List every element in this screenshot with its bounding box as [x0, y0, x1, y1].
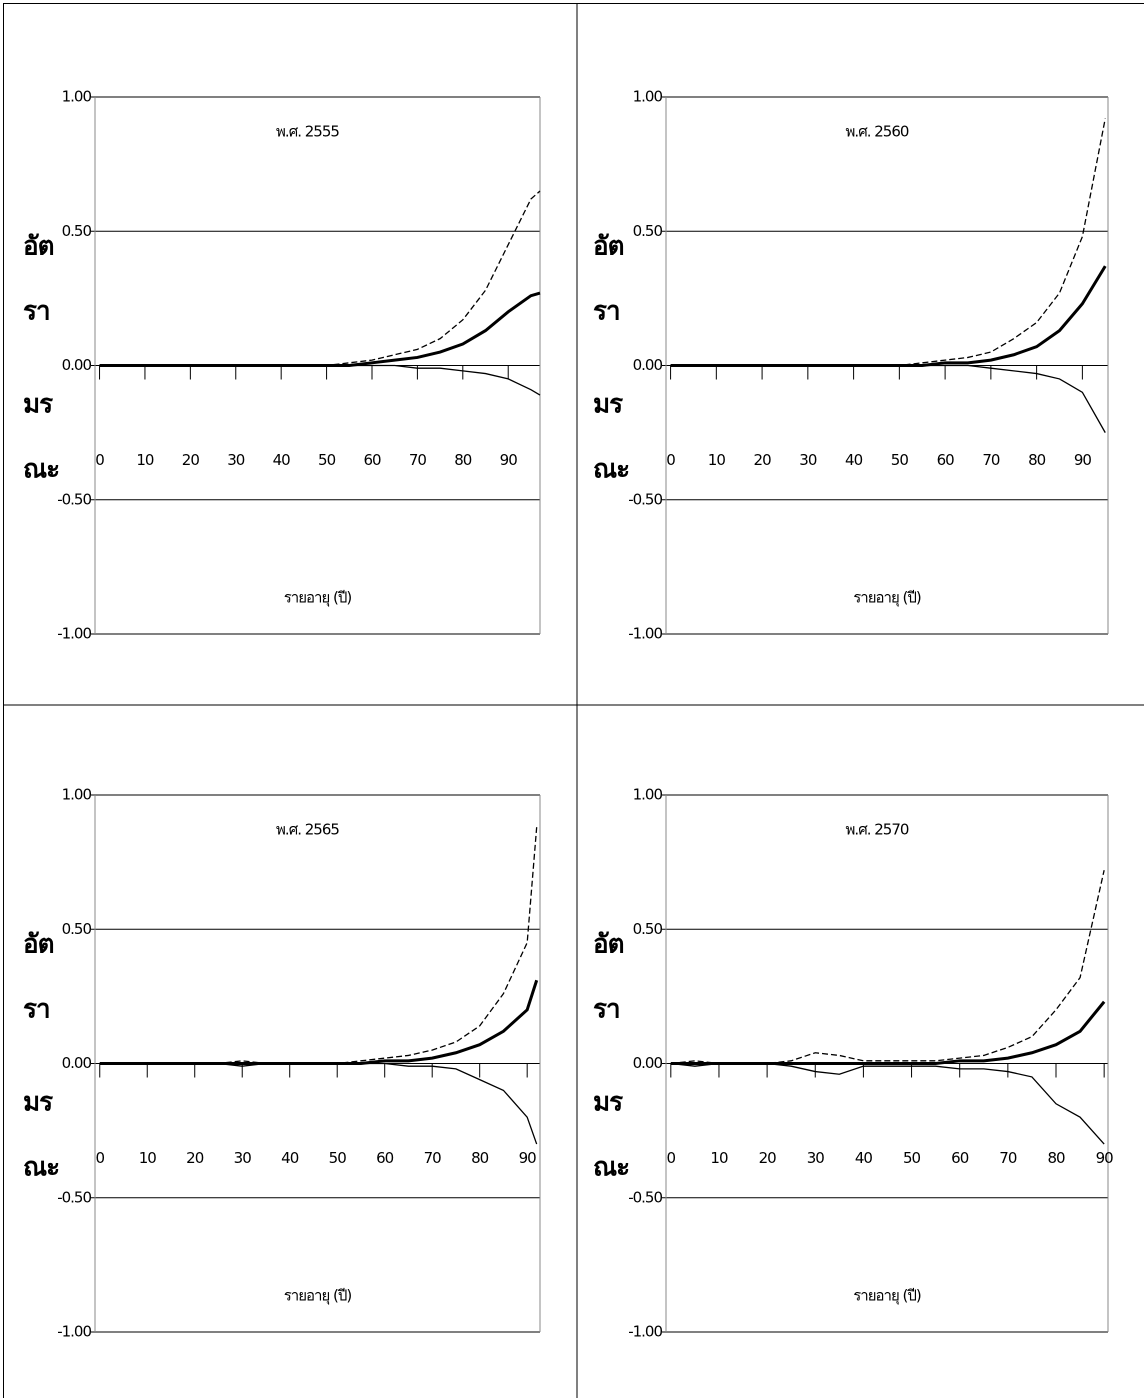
x-tick-label: 40	[273, 451, 291, 469]
y-tick-label: 0.50	[633, 920, 663, 938]
y-tick-label: 1.00	[633, 786, 663, 804]
y-axis-label: อัต	[23, 930, 54, 960]
x-tick-label: 60	[376, 1149, 394, 1167]
y-axis-label: ณะ	[23, 455, 59, 485]
y-axis-label: ณะ	[593, 1153, 629, 1183]
x-axis-label: รายอายุ (ปี)	[284, 1287, 352, 1306]
y-tick-label: -0.50	[628, 490, 662, 508]
y-tick-label: -1.00	[628, 625, 662, 643]
x-tick-label: 30	[807, 1149, 825, 1167]
series-line	[670, 364, 1106, 433]
x-tick-label: 50	[329, 1149, 347, 1167]
chart-title: พ.ศ. 2565	[276, 821, 339, 839]
x-tick-label: 40	[845, 451, 863, 469]
x-tick-label: 70	[999, 1149, 1017, 1167]
x-tick-label: 40	[281, 1149, 299, 1167]
x-tick-label: 10	[708, 451, 726, 469]
outer-border	[3, 3, 1144, 1398]
y-tick-label: 0.00	[633, 356, 663, 374]
y-axis-label: ณะ	[23, 1153, 59, 1183]
chart-title: พ.ศ. 2570	[846, 821, 909, 839]
y-axis-label: มร	[23, 1088, 53, 1118]
y-tick-label: 1.00	[62, 786, 92, 804]
series-line	[99, 291, 541, 367]
x-tick-label: 50	[318, 451, 336, 469]
x-tick-label: 0	[95, 451, 104, 469]
x-tick-label: 90	[1096, 1149, 1114, 1167]
y-axis-label: รา	[593, 297, 620, 327]
y-axis-label: รา	[23, 297, 50, 327]
y-tick-label: -1.00	[57, 625, 91, 643]
x-tick-label: 0	[95, 1149, 104, 1167]
y-axis-label: รา	[593, 995, 620, 1025]
x-tick-label: 90	[1074, 451, 1092, 469]
y-tick-label: 0.00	[62, 356, 92, 374]
x-tick-label: 90	[500, 451, 518, 469]
x-tick-label: 30	[234, 1149, 252, 1167]
series-line	[670, 1000, 1106, 1065]
chart-title: พ.ศ. 2555	[276, 123, 339, 141]
y-axis-label: รา	[23, 995, 50, 1025]
x-tick-label: 10	[136, 451, 154, 469]
y-tick-label: -1.00	[628, 1323, 662, 1341]
y-axis-label: อัต	[593, 930, 624, 960]
x-tick-label: 10	[710, 1149, 728, 1167]
x-tick-label: 60	[363, 451, 381, 469]
series-line	[99, 979, 539, 1065]
x-tick-label: 80	[454, 451, 472, 469]
x-tick-label: 70	[424, 1149, 442, 1167]
series-line	[99, 827, 538, 1065]
x-tick-label: 60	[937, 451, 955, 469]
x-tick-label: 70	[982, 451, 1000, 469]
y-axis-label: อัต	[593, 232, 624, 262]
x-tick-label: 80	[1028, 451, 1046, 469]
series-line	[670, 1062, 1105, 1145]
series-line	[670, 870, 1105, 1065]
x-tick-label: 30	[799, 451, 817, 469]
y-tick-label: -0.50	[628, 1188, 662, 1206]
x-tick-label: 0	[667, 1149, 676, 1167]
x-tick-label: 0	[666, 451, 675, 469]
y-axis-label: อัต	[23, 232, 54, 262]
x-tick-label: 10	[139, 1149, 157, 1167]
x-tick-label: 20	[754, 451, 772, 469]
x-tick-label: 60	[951, 1149, 969, 1167]
x-tick-label: 50	[891, 451, 909, 469]
y-tick-label: 0.00	[633, 1054, 663, 1072]
series-line	[99, 1062, 538, 1145]
series-line	[99, 190, 541, 367]
y-tick-label: -0.50	[57, 490, 91, 508]
y-tick-label: 1.00	[633, 88, 663, 106]
y-tick-label: 0.50	[62, 920, 92, 938]
x-axis-label: รายอายุ (ปี)	[853, 589, 921, 608]
x-tick-label: 50	[903, 1149, 921, 1167]
x-tick-label: 20	[186, 1149, 204, 1167]
series-line	[670, 265, 1107, 367]
x-tick-label: 30	[227, 451, 245, 469]
y-axis-label: มร	[593, 1088, 623, 1118]
y-axis-label: มร	[593, 390, 623, 420]
y-axis-label: มร	[23, 390, 53, 420]
x-tick-label: 90	[519, 1149, 537, 1167]
y-tick-label: -1.00	[57, 1323, 91, 1341]
x-axis-label: รายอายุ (ปี)	[853, 1287, 921, 1306]
x-tick-label: 20	[759, 1149, 777, 1167]
y-tick-label: 0.50	[633, 222, 663, 240]
x-tick-label: 70	[409, 451, 427, 469]
x-axis-label: รายอายุ (ปี)	[284, 589, 352, 608]
x-tick-label: 40	[855, 1149, 873, 1167]
x-tick-label: 20	[182, 451, 200, 469]
chart-title: พ.ศ. 2560	[846, 123, 909, 141]
series-line	[670, 118, 1106, 367]
y-tick-label: 0.00	[62, 1054, 92, 1072]
x-tick-label: 80	[1047, 1149, 1065, 1167]
y-tick-label: -0.50	[57, 1188, 91, 1206]
x-tick-label: 80	[471, 1149, 489, 1167]
series-line	[99, 364, 541, 396]
y-tick-label: 0.50	[62, 222, 92, 240]
y-axis-label: ณะ	[593, 455, 629, 485]
y-tick-label: 1.00	[62, 88, 92, 106]
